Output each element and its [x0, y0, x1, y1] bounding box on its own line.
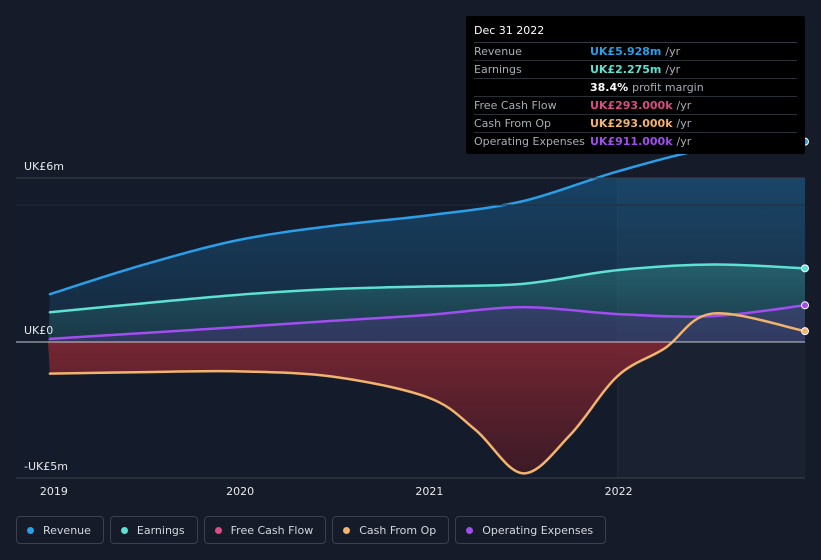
x-tick-2022: 2022 — [605, 485, 633, 498]
x-tick-2019: 2019 — [40, 485, 68, 498]
opex-end-dot — [801, 301, 809, 310]
tooltip-row-unit: profit margin — [632, 81, 704, 94]
tooltip-row: Cash From Op UK£293.000k/yr — [474, 115, 797, 133]
tooltip-row-unit: /yr — [676, 135, 692, 148]
legend-item-earnings[interactable]: Earnings — [109, 516, 198, 544]
y-label-top: UK£6m — [24, 160, 64, 173]
legend-label: Revenue — [43, 523, 91, 537]
tooltip-date: Dec 31 2022 — [474, 24, 797, 43]
earnings-end-dot — [801, 264, 809, 273]
tooltip-row-label: Revenue — [474, 45, 522, 58]
tooltip-row-label — [474, 79, 590, 96]
legend-dot-icon — [27, 526, 34, 534]
tooltip-row: 38.4% profit margin — [474, 79, 797, 97]
legend-item-revenue[interactable]: Revenue — [16, 516, 104, 544]
tooltip-row: Free Cash Flow UK£293.000k/yr — [474, 97, 797, 115]
legend-dot-icon — [343, 526, 351, 534]
tooltip-row-value: UK£2.275m — [590, 63, 662, 76]
tooltip-panel: Dec 31 2022 Revenue UK£5.928m/yr Earnings U… — [466, 16, 805, 154]
tooltip-row-unit: /yr — [665, 45, 681, 58]
earnings-area — [48, 264, 805, 342]
tooltip-row-value: UK£293.000k — [590, 117, 673, 130]
tooltip-row: Earnings UK£2.275m/yr — [474, 61, 797, 79]
cfo-end-dot — [801, 327, 809, 336]
tooltip-row-label: Earnings — [474, 63, 522, 76]
earnings-line — [48, 263, 807, 314]
y-label-zero: UK£0 — [24, 324, 53, 337]
tooltip-row-unit: /yr — [665, 63, 681, 76]
tooltip-row-unit: /yr — [676, 99, 692, 112]
legend-label: Operating Expenses — [482, 523, 594, 537]
legend-item-cash-from-op[interactable]: Cash From Op — [332, 516, 450, 544]
y-label-bottom: -UK£5m — [24, 460, 68, 473]
tooltip-row-label: Cash From Op — [474, 117, 552, 130]
cash-flow-negative-area — [48, 342, 805, 474]
tooltip-rows: Revenue UK£5.928m/yr Earnings UK£2.275m/yr 3… — [474, 43, 797, 150]
cfo-line — [48, 312, 807, 475]
opex-line — [48, 304, 807, 341]
legend-dot-icon — [120, 526, 128, 534]
tooltip-row-unit: /yr — [676, 117, 692, 130]
legend-label: Earnings — [136, 523, 185, 537]
legend-item-operating-expenses[interactable]: Operating Expenses — [455, 516, 607, 544]
tooltip-row-label: Operating Expenses — [474, 135, 585, 148]
tooltip-row-value: UK£911.000k — [590, 135, 673, 148]
tooltip-row: Revenue UK£5.928m/yr — [474, 43, 797, 61]
tooltip-row: Operating Expenses UK£911.000k/yr — [474, 133, 797, 150]
legend-label: Free Cash Flow — [230, 523, 314, 537]
tooltip-row-value: UK£5.928m — [590, 45, 662, 58]
legend-item-free-cash-flow[interactable]: Free Cash Flow — [203, 516, 327, 544]
legend: Revenue Earnings Free Cash Flow Cash From O… — [16, 516, 612, 546]
tooltip-row-value: 38.4% — [590, 81, 629, 94]
tooltip-row-label: Free Cash Flow — [474, 99, 557, 112]
legend-dot-icon — [214, 526, 222, 534]
legend-dot-icon — [466, 526, 474, 534]
x-tick-2020: 2020 — [226, 485, 254, 498]
legend-label: Cash From Op — [359, 523, 437, 537]
tooltip-row-value: UK£293.000k — [590, 99, 673, 112]
x-tick-2021: 2021 — [415, 485, 443, 498]
